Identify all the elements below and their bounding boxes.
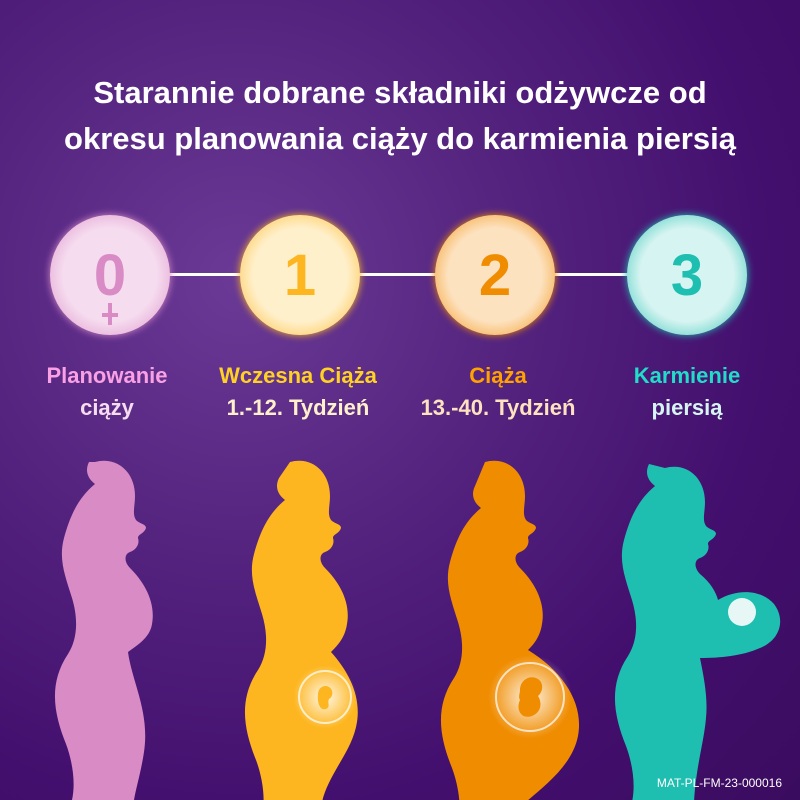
label-line: Ciąża: [469, 363, 527, 388]
woman-silhouette-pregnancy: [441, 460, 579, 800]
label-line: Planowanie: [46, 363, 168, 388]
material-code: MAT-PL-FM-23-000016: [656, 776, 782, 790]
headline-line-1: Starannie dobrane składniki odżywcze od: [93, 75, 707, 110]
stage-label-0: Planowanie ciąży: [7, 360, 207, 424]
stage-number: 2: [478, 242, 512, 308]
fetus-icon: [518, 677, 543, 717]
headline: Starannie dobrane składniki odżywcze od …: [0, 70, 800, 162]
headline-line-2: okresu planowania ciąży do karmienia pie…: [64, 121, 736, 156]
woman-silhouette-early-pregnancy: [245, 460, 358, 800]
timeline-connector: [110, 273, 690, 276]
stage-label-3: Karmienie piersią: [587, 360, 787, 424]
woman-silhouette-breastfeeding: [615, 464, 781, 800]
stage-number: 1: [283, 242, 317, 308]
label-line: 13.-40. Tydzień: [420, 395, 576, 420]
label-line: Karmienie: [633, 363, 741, 388]
label-line: piersią: [651, 395, 723, 420]
label-line: Wczesna Ciąża: [219, 363, 377, 388]
stage-circle-3: 3: [627, 215, 747, 335]
stage-number: 0: [93, 242, 127, 308]
stage-label-1: Wczesna Ciąża 1.-12. Tydzień: [198, 360, 398, 424]
embryo-icon: [317, 685, 333, 710]
stage-number: 3: [670, 242, 704, 308]
woman-silhouette-planning: [54, 460, 153, 800]
stage-circle-1: 1: [240, 215, 360, 335]
label-line: ciąży: [80, 395, 134, 420]
stage-circle-0: 0: [50, 215, 170, 335]
fetus-ring: [495, 662, 565, 732]
female-symbol-icon: 0: [93, 242, 127, 325]
baby-head-icon: [728, 598, 756, 626]
stage-label-2: Ciąża 13.-40. Tydzień: [398, 360, 598, 424]
label-line: 1.-12. Tydzień: [226, 395, 370, 420]
embryo-ring: [298, 670, 352, 724]
stage-circle-2: 2: [435, 215, 555, 335]
